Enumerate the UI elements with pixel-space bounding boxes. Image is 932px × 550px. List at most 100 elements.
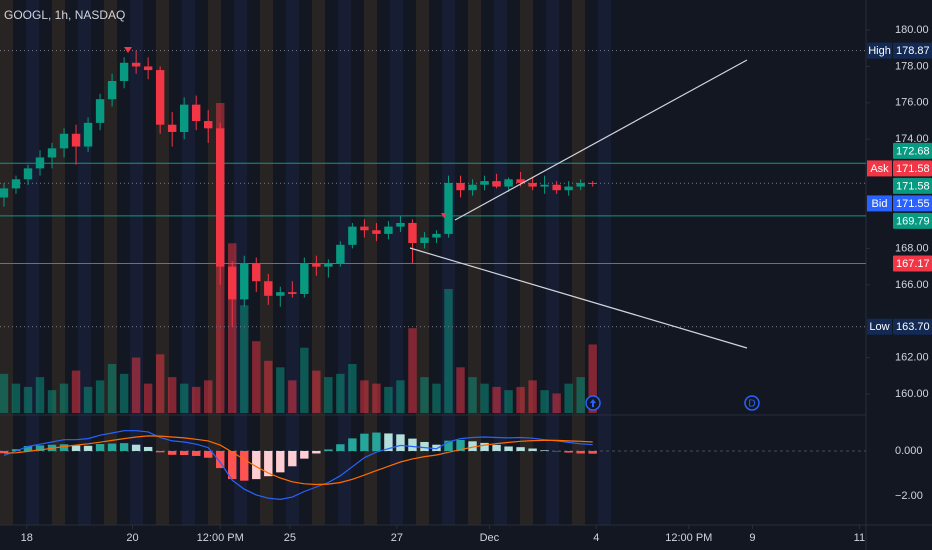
level-name: High [868,45,891,57]
macd-histogram-bar [372,432,381,451]
session-stripe [598,0,611,525]
volume-bar [336,373,345,413]
y-tick-label: 180.00 [895,24,929,36]
candle-body [372,230,381,234]
candle-body [288,292,297,294]
volume-bar [372,383,381,413]
level-name: Ask [870,163,889,175]
session-stripe [260,0,273,525]
y-tick-label: 176.00 [895,97,929,109]
y-tick-label: 178.00 [895,60,929,72]
x-tick-label: 12:00 PM [197,532,244,544]
volume-bar [71,370,81,413]
dividend-circle[interactable] [744,395,760,411]
macd-histogram-bar [588,450,597,454]
event-arrow[interactable] [590,399,596,407]
volume-bar [240,305,249,413]
trend-line [409,247,748,349]
event-icon[interactable] [585,395,601,411]
macd-histogram-bar [456,439,465,451]
volume-bar [35,377,45,413]
session-stripe [312,0,325,525]
macd-histogram-bar [360,433,369,451]
volume-bar [0,373,9,413]
level-value: 167.17 [896,258,930,270]
y-tick-label: 162.00 [895,352,929,364]
volume-bar [83,386,93,413]
x-tick-label: 9 [749,532,755,544]
macd-histogram-bar [432,444,441,451]
marker [441,213,447,218]
volume-bar [179,383,189,413]
level-value: 169.79 [896,215,930,227]
volume-bar [576,377,585,413]
volume-bar [300,347,309,413]
level-value: 172.68 [896,145,930,157]
level-value-box [893,160,932,177]
macd-histogram-bar [276,450,285,473]
volume-bar [444,289,453,413]
volume-bar [420,377,429,413]
session-stripe [182,0,195,525]
macd-histogram-bar [504,446,513,451]
candle-body [276,292,285,296]
candle-body [384,226,393,234]
macd-line [3,430,593,501]
y-tick-label: 160.00 [895,388,929,400]
macd-histogram-bar [312,450,321,454]
candle-body [312,263,321,267]
macd-histogram-bar [396,434,405,451]
chart-title: GOOGL, 1h, NASDAQ [4,8,125,22]
macd-histogram-bar [119,443,129,451]
level-name: Bid [872,198,888,210]
volume-bar [264,360,273,413]
level-value: 178.87 [896,45,930,57]
signal-line [3,435,593,486]
candle-body [0,188,9,198]
volume-bar [588,344,597,413]
level-value-box [893,255,932,272]
macd-histogram-bar [492,444,501,451]
macd-histogram-bar [528,448,537,451]
macd-histogram-bar [480,442,489,451]
volume-bar [252,341,261,413]
volume-bar [528,380,537,413]
dividend-label[interactable]: D [748,399,755,410]
volume-bar [360,380,369,413]
level-value-box [893,318,932,335]
macd-histogram-bar [348,438,357,451]
y-tick-label: 168.00 [895,242,929,254]
macd-histogram-bar [264,450,273,477]
level-name-box [867,195,892,212]
macd-histogram-bar [420,441,429,451]
volume-bar [276,367,285,413]
candle-body [444,182,453,234]
macd-histogram-bar [576,450,585,454]
candle-body [95,99,105,123]
candle-body [252,263,261,282]
level-value: 171.55 [896,198,930,210]
candle-body [119,62,129,81]
candle-body [492,181,501,187]
level-name-box [867,160,892,177]
candle-body [59,133,69,149]
volume-bar [456,367,465,413]
candle-body [528,182,537,187]
candle-body [408,222,417,243]
candle-body [300,263,309,294]
volume-bar [312,370,321,413]
candle-body [191,104,201,122]
high-marker [124,47,132,53]
candle-body [504,179,513,187]
macd-histogram-bar [324,449,333,451]
macd-histogram-bar [228,450,237,480]
candle-body [576,182,585,187]
macd-histogram-bar [191,450,201,456]
x-tick-label: 12:00 PM [665,532,712,544]
macd-histogram-bar [167,450,177,455]
volume-bar [191,386,201,413]
macd-histogram-bar [444,440,453,451]
macd-histogram-bar [300,450,309,459]
volume-bar [516,386,525,413]
volume-bar [396,380,405,413]
